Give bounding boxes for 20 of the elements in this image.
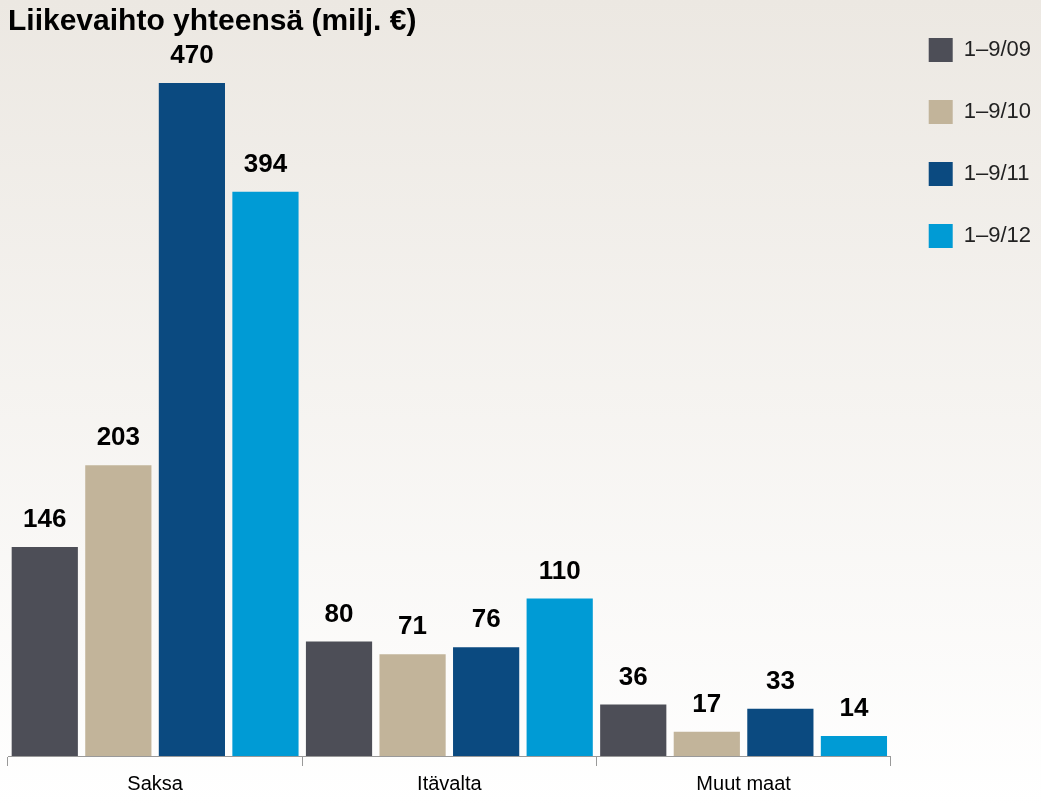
x-tick-label: Muut maat [696,771,792,794]
data-label: 470 [170,39,214,70]
data-label: 17 [692,687,722,718]
x-tick-label: Saksa [127,771,184,794]
legend-label: 1–9/12 [963,222,1032,248]
data-label: 33 [765,664,795,695]
data-label: 71 [398,610,428,641]
legend-label: 1–9/11 [963,160,1030,186]
data-label: 80 [324,597,354,628]
chart-title: Liikevaihto yhteensä (milj. €) [8,3,417,37]
legend-label: 1–9/10 [963,98,1032,124]
data-label: 203 [96,421,141,452]
data-label: 110 [538,554,581,585]
data-label: 76 [471,603,501,634]
data-label: 394 [243,147,288,178]
data-label: 36 [618,660,648,691]
data-label: 14 [839,692,869,723]
x-tick-label: Itävalta [417,771,483,794]
legend-label: 1–9/09 [963,36,1032,62]
data-label: 146 [23,503,67,534]
